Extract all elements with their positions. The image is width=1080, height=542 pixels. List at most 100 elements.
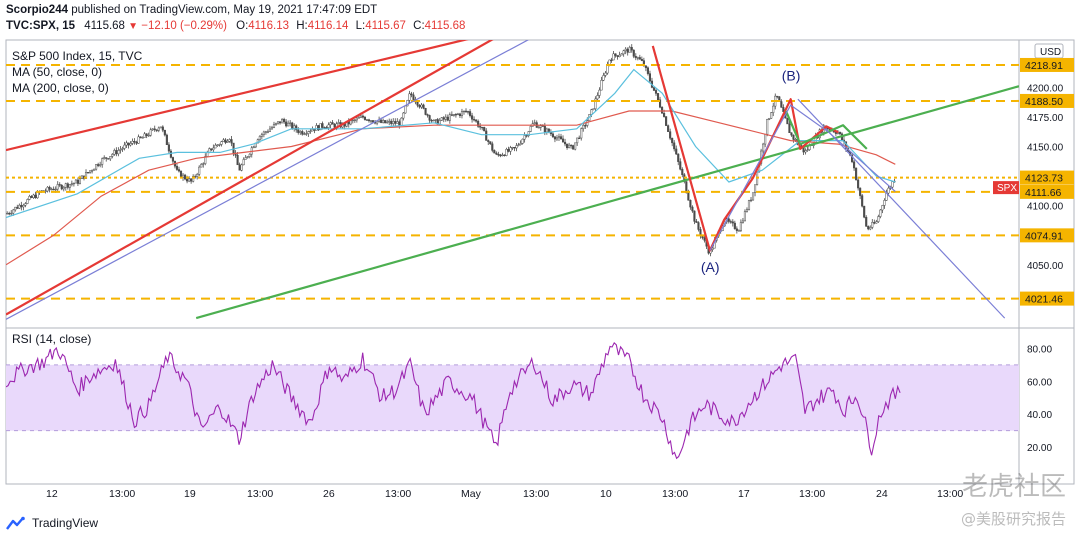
candle-body [446,116,449,121]
high-label: H: [296,20,308,32]
candle-body [618,54,621,58]
candle-body [32,194,35,198]
candle-body [111,154,114,157]
candle-body [210,148,213,151]
candle-body [408,93,411,101]
candle-body [26,199,29,204]
level-price-tag [1020,93,1074,108]
candle-body [630,47,633,51]
candle-body [620,53,623,56]
candle-body [365,119,369,121]
candle-body [22,205,25,208]
x-tick-label: 13:00 [523,488,549,500]
candle-body [632,49,635,57]
candle-body [780,101,783,108]
candle-body [853,161,856,169]
watermark-title: 老虎社区 [961,472,1066,502]
candle-body [561,138,565,143]
candle-body [743,211,746,222]
footer: TradingView [6,516,98,530]
candle-body [258,136,261,140]
candle-body [52,188,55,191]
candle-body [161,126,164,131]
footer-brand[interactable]: TradingView [32,516,99,530]
candle-body [584,125,587,127]
x-tick-label: 13:00 [109,488,135,500]
legend-ma200: MA (200, close, 0) [12,81,109,95]
candle-body [54,188,57,191]
candle-body [869,227,872,230]
candle-body [155,129,158,131]
candle-body [596,95,599,100]
candle-body [72,182,75,185]
candle-body [466,111,470,113]
candle-body [293,125,296,129]
candle-body [190,178,193,182]
candle-body [396,121,399,124]
close-value: 4115.68 [424,20,466,32]
candle-body [855,167,858,181]
publisher-name[interactable]: Scorpio244 [6,4,68,16]
x-tick-label: 12 [46,488,58,500]
candle-body [323,127,326,129]
candle-body [204,156,207,164]
candle-body [236,154,239,166]
candle-body [485,130,488,141]
candle-body [115,150,118,155]
candle-body [559,136,563,140]
candle-body [220,141,223,145]
down-arrow-icon: ▼ [128,21,139,32]
candle-body [521,138,524,144]
close-label: C: [413,20,425,32]
candle-body [861,195,864,207]
candle-body [851,154,854,163]
rsi-tick-label: 20.00 [1027,443,1052,454]
candle-body [295,125,298,131]
candle-body [527,131,530,136]
candle-body [545,128,548,133]
candle-body [303,133,306,135]
candle-body [691,206,694,212]
trend-line [6,40,469,152]
candle-body [305,133,308,135]
candle-body [604,72,607,76]
candle-body [264,131,267,133]
candle-body [879,209,882,217]
candle-body [481,126,484,129]
candle-body [12,209,15,214]
candle-body [747,200,751,210]
candle-body [327,124,330,128]
rsi-tick-label: 80.00 [1027,344,1052,355]
candle-body [646,67,649,74]
candle-body [673,142,676,150]
level-price-tag [1020,57,1074,72]
watermark-handle: @美股研究报告 [960,510,1066,528]
candle-body [594,98,597,110]
candle-body [384,120,387,124]
candle-body [697,222,700,230]
open-label: O: [236,20,249,32]
candle-body [331,122,334,125]
candle-body [448,114,451,121]
level-price-tag [1020,184,1074,199]
candle-body [877,216,880,222]
candle-body [80,175,84,179]
candle-body [513,147,516,149]
candle-body [580,128,583,139]
candle-body [181,174,185,178]
last-price: 4115.68 [84,20,125,32]
candle-body [196,174,199,177]
candle-body [473,119,476,121]
candle-body [232,142,235,154]
candle-body [218,144,221,146]
x-tick-label: 13:00 [247,488,273,500]
x-tick-label: 24 [876,488,888,500]
symbol-tag-label: SPX [997,183,1017,194]
candle-body [188,178,191,182]
candle-body [883,200,886,206]
candle-body [745,209,749,212]
level-price-label: 4111.66 [1025,187,1062,199]
candle-body [557,136,561,139]
candle-body [30,196,33,198]
